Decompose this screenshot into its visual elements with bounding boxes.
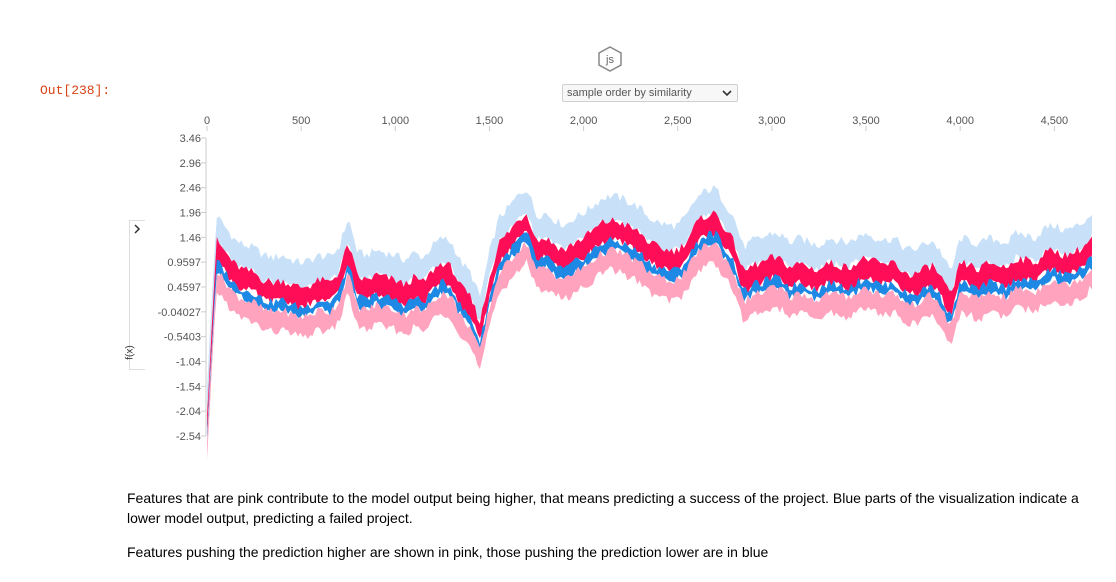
y-tick-label: -0.5403 — [164, 332, 201, 344]
y-tick-label: 0.4597 — [167, 282, 201, 294]
y-tick-label: 2.46 — [180, 183, 201, 195]
feature-panel-toggle[interactable]: f(x) — [125, 220, 145, 370]
y-tick-label: -2.04 — [176, 406, 201, 418]
x-axis: 0 500 1,000 1,500 2,000 2,500 3,000 3,500 4,000 4… — [204, 115, 1068, 131]
force-plot-chart: 0 500 1,000 1,500 2,000 2,500 3,000 3,500 4,000 4… — [158, 115, 1092, 460]
explanation-paragraph-1: Features that are pink contribute to the… — [127, 490, 1079, 526]
y-tick-label: 1.96 — [180, 208, 201, 220]
x-tick-label: 4,500 — [1041, 115, 1069, 127]
chevron-right-icon — [134, 224, 141, 234]
x-tick-label: 3,000 — [758, 115, 786, 127]
band-pink-light — [207, 241, 1092, 460]
js-badge-label: js — [605, 54, 614, 66]
chevron-down-icon — [722, 90, 732, 97]
y-tick-label: 2.96 — [180, 158, 201, 170]
band-blue-light-top — [207, 185, 1092, 415]
y-axis: 3.46 2.96 2.46 1.96 1.46 0.9597 0.4597 -0.04027… — [158, 133, 207, 443]
force-plot-bands — [207, 185, 1092, 460]
y-tick-label: -1.54 — [176, 381, 201, 393]
y-tick-label: -1.04 — [176, 357, 201, 369]
y-tick-label: -2.54 — [176, 431, 201, 443]
y-tick-label: 0.9597 — [167, 257, 201, 269]
y-tick-label: 1.46 — [180, 232, 201, 244]
explanation-paragraph-2: Features pushing the prediction higher a… — [127, 544, 769, 560]
js-badge: js — [597, 46, 623, 72]
x-tick-label: 0 — [204, 115, 210, 127]
x-tick-label: 1,000 — [382, 115, 410, 127]
output-prompt: Out[238]: — [40, 83, 111, 98]
x-tick-label: 4,000 — [946, 115, 974, 127]
band-pink-dark — [207, 210, 1092, 433]
x-tick-label: 2,500 — [664, 115, 692, 127]
js-hexagon-icon: js — [598, 46, 622, 72]
y-tick-label: -0.04027 — [158, 307, 201, 319]
x-tick-label: 2,000 — [570, 115, 598, 127]
x-tick-label: 1,500 — [476, 115, 504, 127]
sample-order-select-value: sample order by similarity — [567, 87, 692, 99]
x-tick-label: 500 — [292, 115, 310, 127]
y-tick-label: 3.46 — [180, 133, 201, 145]
sample-order-select[interactable]: sample order by similarity — [562, 84, 738, 102]
x-tick-label: 3,500 — [852, 115, 880, 127]
